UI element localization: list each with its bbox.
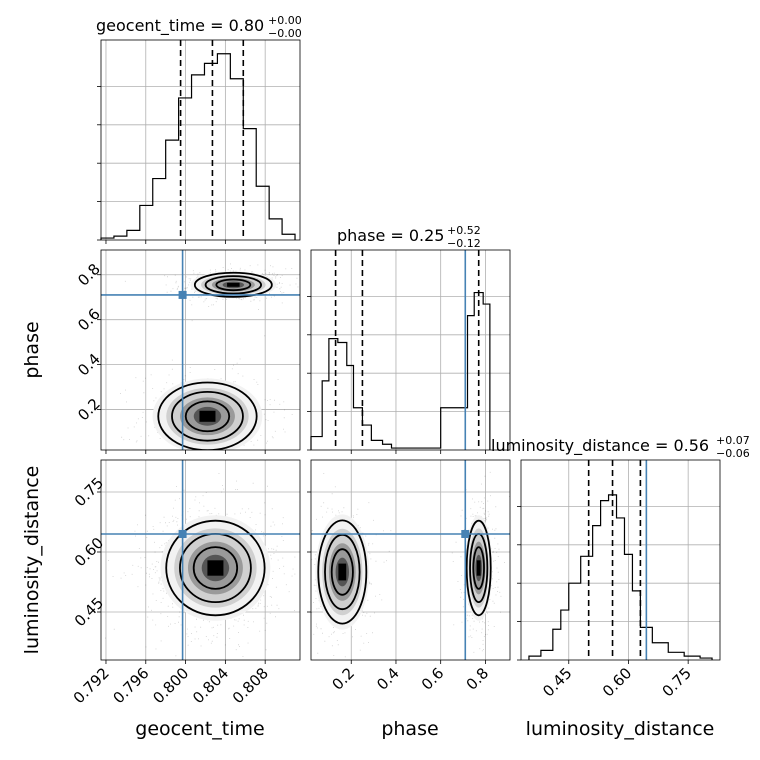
title-luminosity-distance: luminosity_distance = 0.56	[491, 436, 709, 456]
contour-line	[193, 271, 273, 298]
x-tick-label: 0.796	[110, 664, 153, 707]
panel-border	[310, 459, 511, 661]
truth-marker	[178, 290, 187, 299]
title-phase-plus: +0.52	[447, 224, 481, 237]
panel-background	[101, 40, 300, 240]
density-peak	[207, 560, 224, 576]
contour-line	[165, 519, 266, 617]
y-tick-label: 0.4	[74, 350, 104, 380]
panel-border	[100, 249, 301, 451]
panel-background	[521, 460, 720, 660]
contour-line	[171, 391, 244, 442]
contour-line	[157, 381, 258, 450]
panel-border	[100, 39, 301, 241]
x-tick-label: 0.2	[328, 664, 358, 694]
ylabel-luminosity-distance: luminosity_distance	[21, 466, 43, 655]
panel-geocent_time-vs-phase: 0.2 0.4 0.6 0.8	[74, 249, 301, 454]
title-phase: phase = 0.25	[337, 226, 444, 245]
x-tick-label: 0.6	[418, 664, 448, 694]
panel-background	[311, 250, 510, 450]
contour-line	[215, 278, 252, 292]
panel-geocent_time_hist	[97, 39, 301, 244]
corner-panels: 0.45 0.60 0.750.20.40.60.80.7920.7960.8000…	[70, 39, 721, 707]
x-tick-label: 0.45	[539, 664, 575, 700]
title-geocent-time-minus: −0.00	[268, 27, 302, 40]
title-geocent-time-plus: +0.00	[268, 14, 302, 27]
y-tick-label: 0.6	[74, 305, 104, 335]
density-peak	[338, 563, 347, 581]
x-tick-label: 0.75	[659, 664, 695, 700]
y-tick-label: 0.2	[74, 395, 104, 425]
panel-border	[100, 459, 301, 661]
title-phase-minus: −0.12	[447, 237, 481, 250]
panel-border	[520, 459, 721, 661]
panel-border	[310, 249, 511, 451]
panel-content	[101, 250, 300, 450]
x-tick-label: 0.792	[70, 664, 113, 707]
x-tick-label: 0.808	[229, 664, 272, 707]
contour-line	[330, 548, 354, 596]
title-luminosity-distance-minus: −0.06	[716, 447, 750, 460]
x-tick-label: 0.804	[189, 664, 232, 707]
truth-marker	[178, 530, 187, 538]
panel-content	[101, 460, 300, 660]
contour-line	[472, 546, 485, 590]
title-luminosity-distance-plus: +0.07	[716, 434, 750, 447]
x-tick-label: 0.4	[373, 664, 403, 694]
y-tick-label: 0.8	[74, 260, 104, 290]
density-peak	[199, 410, 216, 422]
histogram-phase	[310, 291, 491, 450]
ylabel-phase: phase	[21, 321, 43, 378]
contour-line	[184, 400, 231, 433]
density-peak	[227, 282, 240, 287]
contour-line	[317, 519, 368, 625]
contour-line	[465, 519, 492, 617]
x-tick-label: 0.800	[149, 664, 192, 707]
panel-content	[311, 460, 510, 660]
x-tick-label: 0.8	[463, 664, 493, 694]
panel-luminosity_distance_hist: 0.45 0.60 0.75	[517, 459, 721, 700]
xlabel-phase: phase	[381, 718, 438, 740]
x-tick-label: 0.60	[599, 664, 635, 700]
panel-phase-vs-luminosity_distance: 0.2 0.4 0.6 0.8	[307, 459, 511, 694]
xlabel-luminosity-distance: luminosity_distance	[526, 718, 715, 740]
xlabel-geocent-time: geocent_time	[135, 718, 264, 740]
histogram-geocent_time	[100, 53, 296, 240]
contour-line	[192, 546, 239, 590]
panel-phase_hist	[307, 249, 511, 454]
density-peak	[476, 560, 481, 576]
truth-marker	[461, 530, 470, 538]
title-geocent-time: geocent_time = 0.80	[96, 16, 264, 36]
contour-line	[204, 275, 262, 295]
